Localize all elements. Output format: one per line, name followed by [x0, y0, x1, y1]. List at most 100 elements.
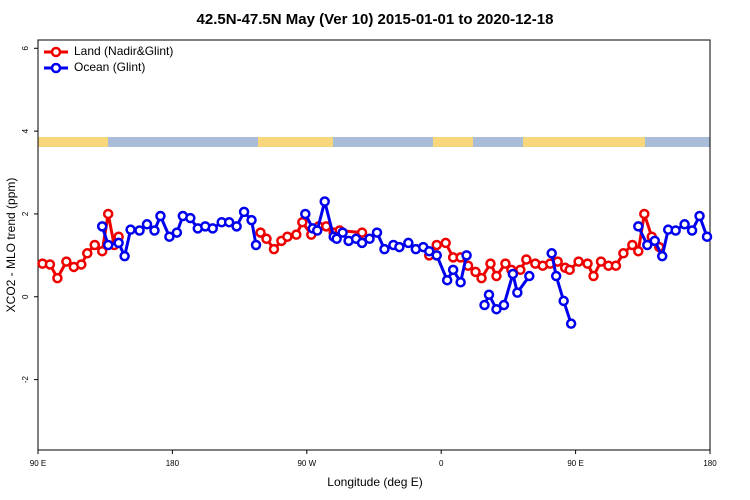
point [185, 212, 196, 224]
point [291, 229, 302, 240]
point [424, 245, 435, 257]
point [633, 245, 644, 257]
x-tick-label: 90 E [567, 459, 583, 468]
point [546, 248, 557, 259]
point [500, 258, 511, 269]
point [149, 225, 160, 236]
point [171, 227, 183, 238]
point [476, 272, 487, 284]
point [565, 318, 577, 329]
point [649, 235, 660, 247]
point [261, 233, 272, 245]
point [125, 224, 136, 235]
point [246, 214, 257, 226]
x-tick-label: 180 [703, 459, 717, 468]
point [521, 254, 532, 265]
point [498, 299, 510, 311]
point [627, 239, 638, 251]
point [102, 239, 114, 251]
point [573, 256, 584, 267]
point [564, 264, 575, 276]
point [379, 243, 390, 255]
point [403, 237, 414, 249]
plot-frame [37, 39, 711, 451]
point [331, 233, 342, 245]
point [255, 227, 266, 238]
point [134, 225, 145, 236]
point [61, 256, 72, 267]
legend-label: Land (Nadir&Glint) [74, 44, 173, 58]
point [512, 287, 523, 298]
point [431, 250, 442, 261]
point [102, 208, 114, 220]
point [164, 231, 175, 242]
point [558, 295, 569, 307]
y-tick-label: 2 [21, 211, 30, 216]
point [319, 196, 330, 207]
surface-band [38, 137, 710, 147]
point [394, 241, 405, 253]
point [440, 237, 451, 249]
point [231, 221, 242, 232]
x-tick-label: 90 W [297, 459, 316, 468]
point [297, 216, 308, 228]
y-tick-label: -2 [21, 375, 30, 383]
point [96, 245, 108, 257]
point [337, 227, 348, 238]
point [679, 219, 690, 230]
chart-title: 42.5N-47.5N May (Ver 10) 2015-01-01 to 2… [197, 11, 554, 28]
point [250, 239, 262, 251]
point [141, 219, 153, 230]
point [356, 237, 368, 249]
point [282, 231, 293, 242]
point [455, 277, 466, 288]
legend-label: Ocean (Glint) [74, 60, 145, 74]
point [441, 274, 453, 286]
point [507, 268, 519, 280]
legend-marker [50, 62, 62, 74]
point [483, 289, 495, 300]
x-tick-label: 90 E [30, 459, 46, 468]
point [470, 266, 481, 278]
point [268, 243, 280, 255]
point [701, 231, 713, 242]
point [44, 259, 56, 270]
point [447, 264, 459, 276]
point [96, 221, 108, 232]
point [371, 227, 383, 238]
point [639, 208, 650, 220]
point [119, 250, 130, 262]
point [588, 270, 599, 282]
point [582, 258, 593, 269]
y-tick-label: 0 [21, 294, 30, 299]
point [431, 239, 442, 251]
point [479, 299, 490, 311]
x-tick-label: 0 [439, 459, 444, 468]
point [595, 256, 607, 267]
point [670, 225, 681, 236]
point [155, 210, 166, 222]
point [686, 225, 698, 236]
legend-marker [50, 46, 62, 58]
point [485, 258, 496, 269]
point [89, 239, 100, 251]
point [633, 221, 644, 232]
point [52, 272, 63, 284]
point [312, 225, 323, 236]
point [82, 248, 93, 259]
point [356, 227, 368, 238]
point [524, 270, 535, 282]
y-axis-label: XCO2 - MLO trend (ppm) [4, 178, 18, 313]
point [300, 208, 311, 220]
point [694, 210, 705, 222]
y-tick-label: 4 [21, 128, 30, 133]
point [113, 237, 124, 249]
point [461, 250, 472, 261]
point [76, 259, 87, 270]
point [491, 270, 502, 282]
point [550, 270, 562, 282]
x-tick-label: 180 [166, 459, 180, 468]
x-axis-label: Longitude (deg E) [327, 475, 422, 489]
point [656, 250, 668, 262]
